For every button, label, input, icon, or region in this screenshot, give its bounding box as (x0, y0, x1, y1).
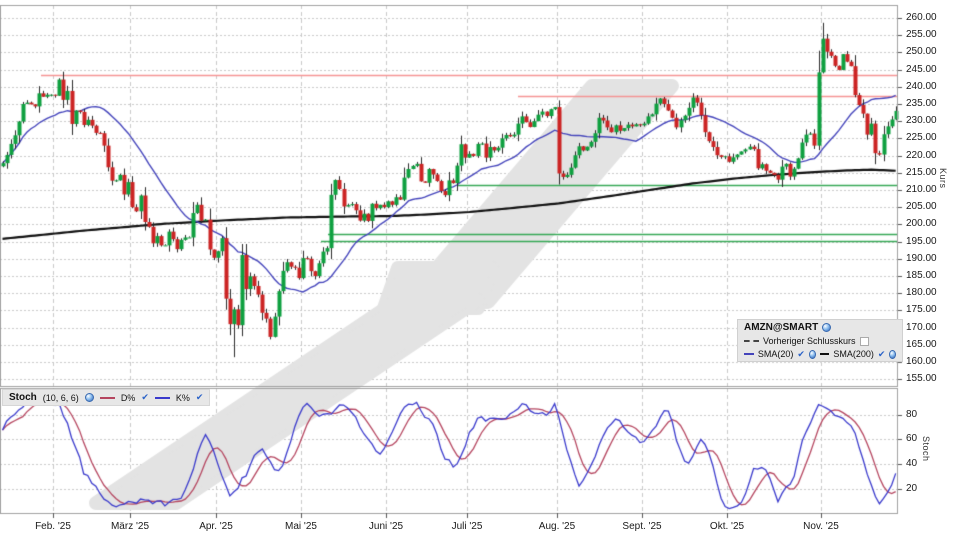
globe-icon[interactable] (84, 393, 94, 402)
price-tick-label: 215.00 (906, 167, 937, 178)
stoch-tick-label: 20 (906, 483, 918, 494)
stoch-tick-label: 60 (906, 433, 918, 444)
sma200-checkbox[interactable]: ✔ (877, 348, 886, 359)
month-tick-label: Feb. '25 (35, 521, 71, 532)
sma20-checkbox[interactable]: ✔ (797, 348, 805, 359)
month-tick-label: März '25 (110, 521, 150, 532)
month-tick-label: Juni '25 (368, 521, 404, 532)
price-tick-label: 255.00 (906, 29, 937, 40)
price-tick-label: 260.00 (906, 12, 937, 23)
price-tick-label: 220.00 (906, 150, 937, 161)
sma20-line-sample (744, 353, 754, 355)
price-tick-label: 190.00 (906, 253, 937, 264)
price-tick-label: 175.00 (906, 304, 937, 315)
main-legend: AMZN@SMART Vorheriger Schlusskurs SMA(20… (737, 319, 903, 362)
price-tick-label: 160.00 (906, 356, 937, 367)
sma200-label: SMA(200) (833, 349, 874, 359)
prev-close-label: Vorheriger Schlusskurs (763, 336, 856, 346)
prev-close-line-sample (744, 340, 759, 342)
price-tick-label: 240.00 (906, 81, 937, 92)
stoch-axis-title: Stoch (921, 436, 931, 462)
month-tick-label: Apr. '25 (199, 521, 233, 532)
price-tick-label: 155.00 (906, 373, 937, 384)
sma20-label: SMA(20) (757, 349, 794, 359)
globe-icon[interactable] (822, 323, 832, 332)
main-axis-title: Kurs (938, 168, 948, 189)
stoch-tick-label: 40 (906, 458, 918, 469)
stoch-tick-label: 80 (906, 409, 918, 420)
stoch-d-label: D% (120, 392, 136, 403)
symbol-label: AMZN@SMART (744, 322, 819, 333)
price-tick-label: 180.00 (906, 287, 937, 298)
price-tick-label: 170.00 (906, 322, 937, 333)
stoch-k-checkbox[interactable]: ✔ (195, 392, 204, 402)
stoch-k-line-sample (154, 396, 170, 399)
month-tick-label: Mai '25 (285, 521, 317, 532)
month-tick-label: Nov. '25 (803, 521, 839, 532)
price-tick-label: 165.00 (906, 339, 937, 350)
price-tick-label: 205.00 (906, 201, 937, 212)
month-tick-label: Juli '25 (451, 521, 483, 532)
price-tick-label: 235.00 (906, 98, 937, 109)
price-tick-label: 210.00 (906, 184, 937, 195)
price-tick-label: 185.00 (906, 270, 937, 281)
sma200-line-sample (819, 353, 830, 355)
price-tick-label: 200.00 (906, 218, 937, 229)
price-tick-label: 230.00 (906, 115, 937, 126)
globe-icon[interactable] (889, 349, 896, 359)
month-tick-label: Okt. '25 (709, 521, 745, 532)
stoch-d-line-sample (99, 396, 115, 399)
stoch-legend: Stoch (10, 6, 6) D% ✔ K% ✔ (2, 389, 211, 406)
price-tick-label: 245.00 (906, 64, 937, 75)
month-tick-label: Aug. '25 (538, 521, 576, 532)
prev-close-checkbox[interactable] (859, 336, 869, 346)
stoch-params: (10, 6, 6) (42, 392, 79, 403)
stoch-d-checkbox[interactable]: ✔ (141, 392, 149, 402)
stoch-name: Stoch (9, 392, 37, 403)
price-tick-label: 250.00 (906, 46, 937, 57)
globe-icon[interactable] (808, 349, 816, 359)
price-tick-label: 225.00 (906, 132, 937, 143)
month-tick-label: Sept. '25 (622, 521, 662, 532)
stoch-k-label: K% (175, 392, 190, 403)
price-tick-label: 195.00 (906, 236, 937, 247)
